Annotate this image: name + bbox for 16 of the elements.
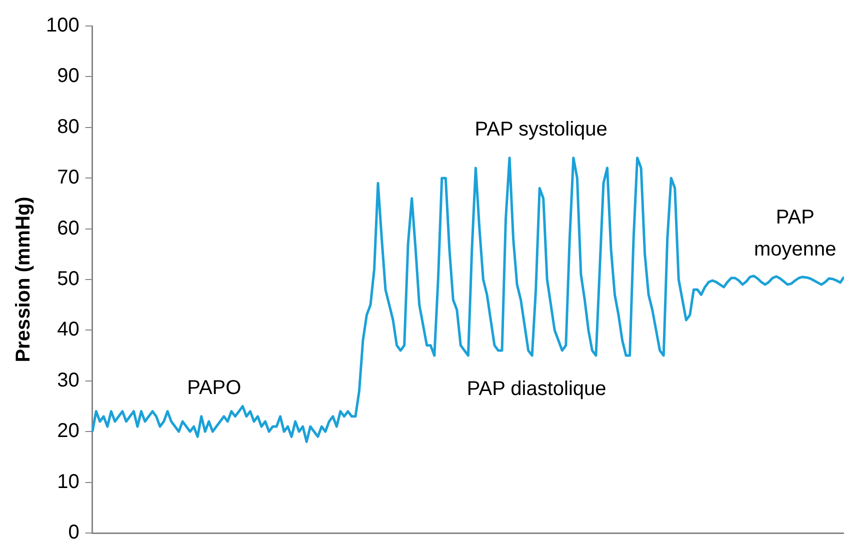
y-tick-label: 0 bbox=[68, 522, 80, 544]
annotation: PAP moyenne bbox=[754, 206, 836, 260]
y-axis-title: Pression (mmHg) bbox=[12, 196, 35, 362]
annotation: PAP diastolique bbox=[466, 378, 606, 400]
annotation: PAP systolique bbox=[474, 118, 608, 140]
y-tick-label: 90 bbox=[57, 65, 80, 88]
annotation: PAPO bbox=[187, 377, 242, 400]
y-tick-label: 60 bbox=[57, 217, 80, 240]
y-tick-label: 80 bbox=[57, 116, 80, 138]
y-tick-label: 30 bbox=[57, 369, 80, 392]
y-tick-label: 40 bbox=[57, 318, 80, 341]
y-tick-label: 70 bbox=[57, 166, 80, 189]
y-tick-label: 10 bbox=[57, 470, 80, 493]
y-tick-label: 50 bbox=[57, 268, 80, 290]
y-tick-label: 20 bbox=[57, 420, 80, 442]
y-tick-label: 100 bbox=[46, 14, 80, 37]
